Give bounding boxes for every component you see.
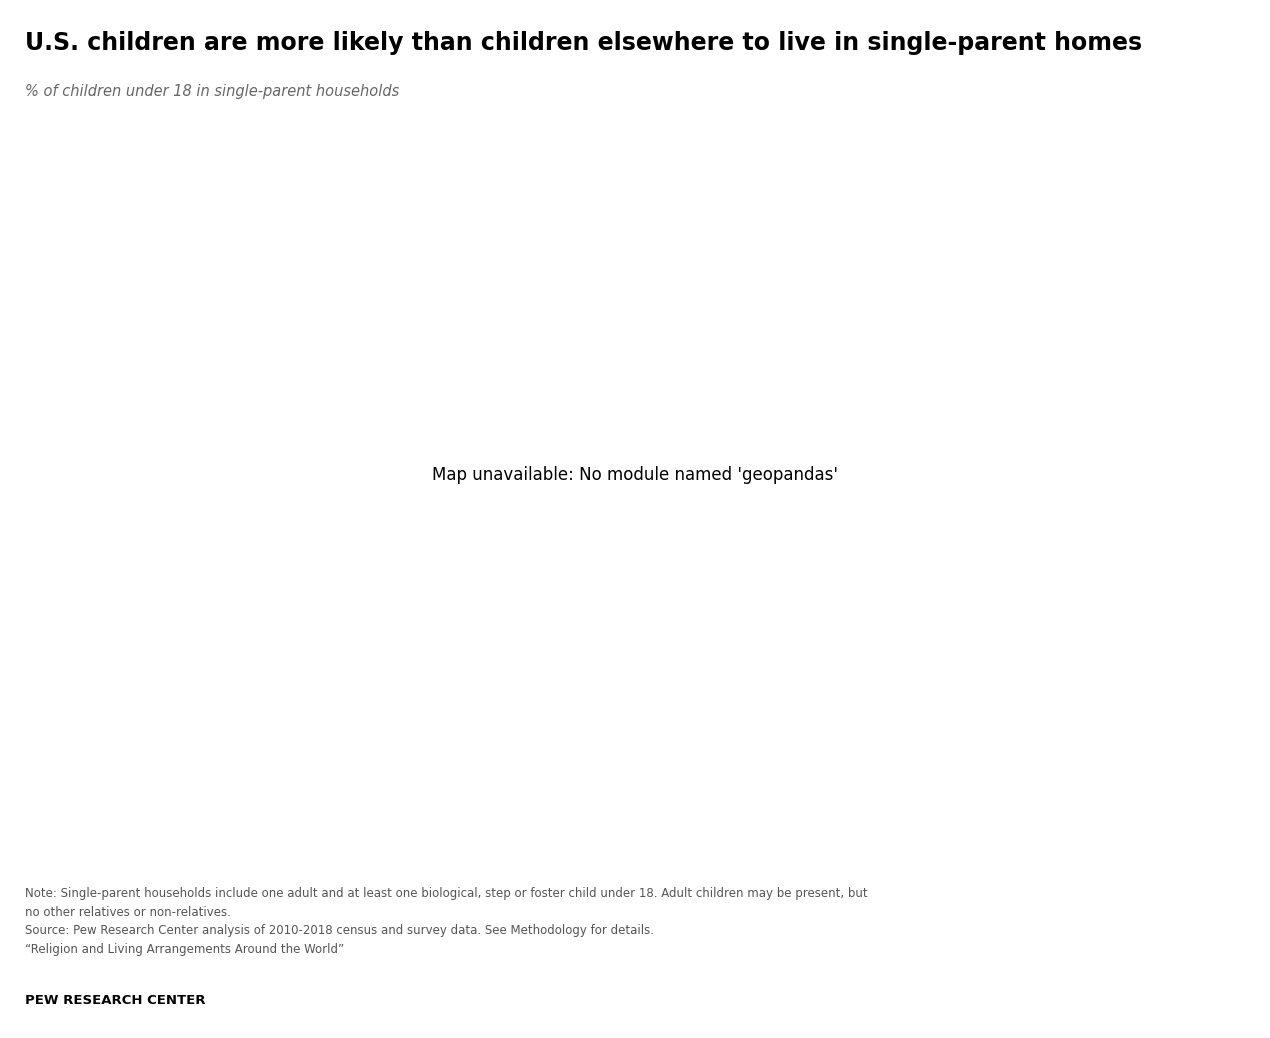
Text: U.S. children are more likely than children elsewhere to live in single-parent h: U.S. children are more likely than child… [25,31,1143,55]
Text: Note: Single-parent households include one adult and at least one biological, st: Note: Single-parent households include o… [25,887,867,956]
Text: PEW RESEARCH CENTER: PEW RESEARCH CENTER [25,993,206,1007]
Text: % of children under 18 in single-parent households: % of children under 18 in single-parent … [25,84,400,99]
Text: Map unavailable: No module named 'geopandas': Map unavailable: No module named 'geopan… [432,466,838,484]
